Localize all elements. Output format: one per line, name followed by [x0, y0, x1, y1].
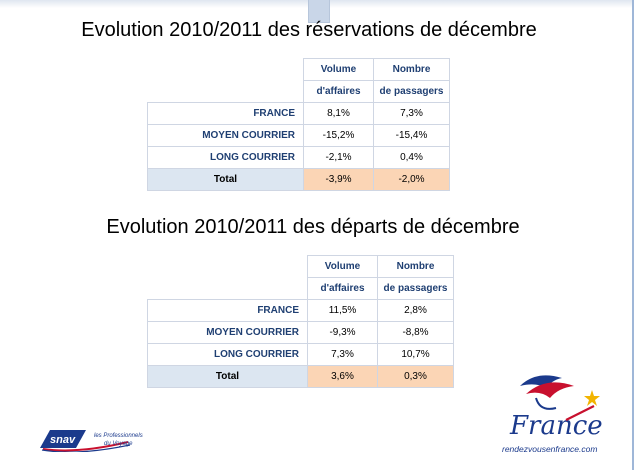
table-departs: Volume Nombre d'affaires de passagers FR…: [147, 255, 454, 388]
table-reservations: Volume Nombre d'affaires de passagers FR…: [147, 58, 450, 191]
marianne-hair-red: [526, 382, 574, 398]
row-label-long-courrier: LONG COURRIER: [147, 343, 308, 366]
table-total-row: Total -3,9% -2,0%: [147, 168, 450, 191]
france-url: rendezvousenfrance.com: [502, 444, 597, 454]
header-passagers-line1: Nombre: [373, 58, 450, 81]
cell-total-passagers: -2,0%: [373, 168, 450, 191]
snav-logo: snav les Professionnels du Voyage: [40, 430, 143, 452]
row-label-moyen-courrier: MOYEN COURRIER: [147, 124, 304, 147]
table-corner: [148, 256, 308, 278]
france-wordmark: France: [509, 411, 603, 441]
row-label-moyen-courrier: MOYEN COURRIER: [147, 321, 308, 344]
row-label-long-courrier: LONG COURRIER: [147, 146, 304, 169]
table-header-row: d'affaires de passagers: [148, 80, 450, 103]
table-row: LONG COURRIER -2,1% 0,4%: [147, 146, 450, 169]
header-volume-line1: Volume: [303, 58, 374, 81]
table-row: MOYEN COURRIER -15,2% -15,4%: [147, 124, 450, 147]
row-label-france: FRANCE: [147, 299, 308, 322]
cell-volume: 8,1%: [303, 102, 374, 125]
slide-top-tab: [308, 0, 330, 23]
row-label-total: Total: [147, 168, 304, 191]
table-row: MOYEN COURRIER -9,3% -8,8%: [147, 321, 454, 344]
header-passagers-line2: de passagers: [377, 277, 454, 300]
table-row: FRANCE 8,1% 7,3%: [147, 102, 450, 125]
header-passagers-line2: de passagers: [373, 80, 450, 103]
table-corner: [148, 81, 304, 103]
cell-passagers: 0,4%: [373, 146, 450, 169]
title-departs: Evolution 2010/2011 des départs de décem…: [106, 216, 520, 238]
cell-total-passagers: 0,3%: [377, 365, 454, 388]
cell-volume: -15,2%: [303, 124, 374, 147]
table-row: LONG COURRIER 7,3% 10,7%: [147, 343, 454, 366]
snav-name: snav: [50, 434, 76, 446]
cell-volume: 7,3%: [307, 343, 378, 366]
cell-volume: -9,3%: [307, 321, 378, 344]
marianne-hair-blue: [520, 375, 562, 388]
table-row: FRANCE 11,5% 2,8%: [147, 299, 454, 322]
header-volume-line2: d'affaires: [303, 80, 374, 103]
france-logo: France rendezvousenfrance.com: [502, 375, 603, 454]
cell-total-volume: 3,6%: [307, 365, 378, 388]
title-reservations: Evolution 2010/2011 des réservations de …: [81, 19, 537, 41]
table-header-row: Volume Nombre: [148, 58, 450, 81]
snav-tagline-1: les Professionnels: [94, 433, 143, 439]
cell-volume: 11,5%: [307, 299, 378, 322]
cell-passagers: -8,8%: [377, 321, 454, 344]
cell-passagers: -15,4%: [373, 124, 450, 147]
row-label-total: Total: [147, 365, 308, 388]
cell-total-volume: -3,9%: [303, 168, 374, 191]
cell-passagers: 2,8%: [377, 299, 454, 322]
star-icon: [584, 390, 600, 406]
cell-passagers: 10,7%: [377, 343, 454, 366]
cell-passagers: 7,3%: [373, 102, 450, 125]
row-label-france: FRANCE: [147, 102, 304, 125]
table-total-row: Total 3,6% 0,3%: [147, 365, 454, 388]
snav-tagline-2: du Voyage: [104, 441, 133, 447]
table-header-row: Volume Nombre: [148, 255, 454, 278]
header-volume-line1: Volume: [307, 255, 378, 278]
table-header-row: d'affaires de passagers: [148, 277, 454, 300]
slide-right-border: [632, 0, 634, 470]
header-passagers-line1: Nombre: [377, 255, 454, 278]
header-volume-line2: d'affaires: [307, 277, 378, 300]
table-corner: [148, 278, 308, 300]
table-corner: [148, 59, 304, 81]
cell-volume: -2,1%: [303, 146, 374, 169]
